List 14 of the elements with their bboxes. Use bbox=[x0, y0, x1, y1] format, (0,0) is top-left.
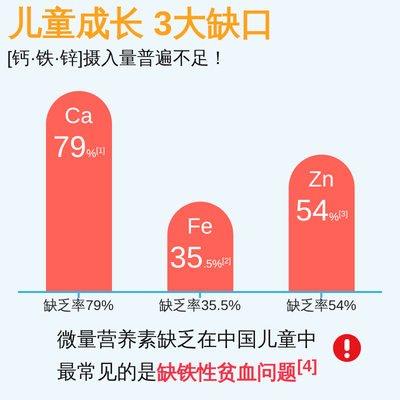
annotation: Zn bbox=[308, 166, 334, 192]
chart-title: 儿童成长 3大缺口 bbox=[8, 4, 274, 45]
text: 微量营养素缺乏在中国儿童中 bbox=[57, 329, 317, 351]
annotation: Ca bbox=[64, 103, 94, 128]
data-label: 54%$^{[3]}$ bbox=[296, 194, 348, 228]
x-tick-label: 缺乏率79% bbox=[44, 296, 114, 313]
data-label: 35.5%$^{[2]}$ bbox=[170, 242, 231, 275]
annotation: Fe bbox=[187, 214, 213, 239]
data-label: 79%$^{[1]}$ bbox=[52, 131, 106, 164]
chart-subtitle: [钙·铁·锌]摄入量普遍不足！ bbox=[7, 47, 227, 70]
x-tick-label: 缺乏率35.5% bbox=[159, 296, 241, 313]
x-tick-label: 缺乏率54% bbox=[286, 296, 356, 313]
text: 最常见的是 bbox=[57, 362, 157, 384]
text: 缺铁性贫血问题$^{[4]}$ bbox=[157, 356, 318, 384]
